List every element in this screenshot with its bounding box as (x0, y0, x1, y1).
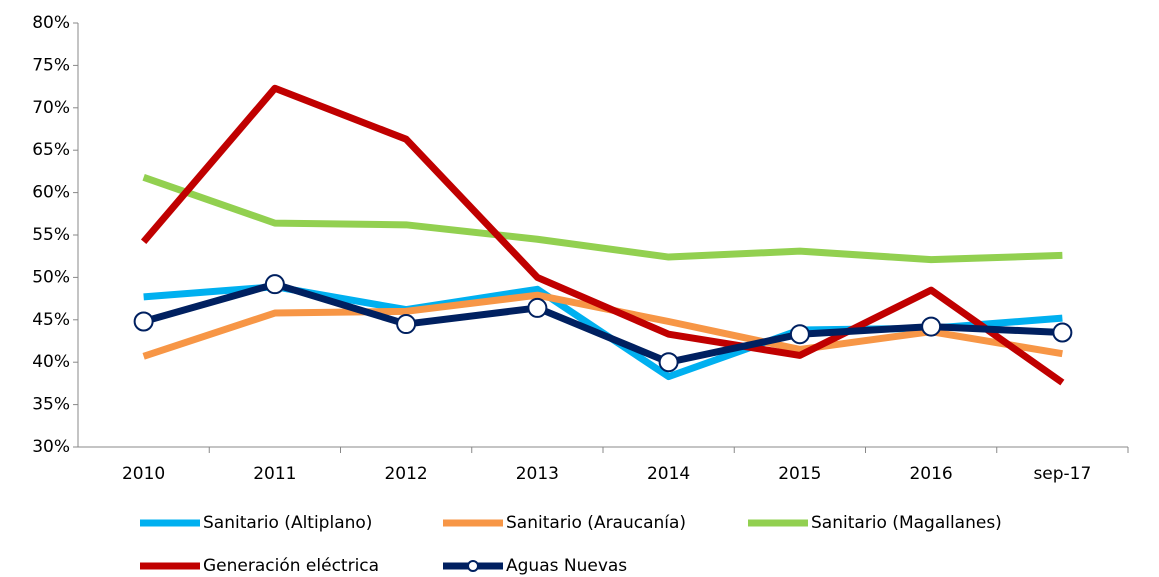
x-tick-label: 2011 (253, 464, 296, 484)
y-tick-label: 70% (32, 98, 70, 118)
y-tick-label: 35% (32, 395, 70, 415)
x-tick-label: 2014 (647, 464, 690, 484)
y-tick-label: 40% (32, 352, 70, 372)
point-marker (396, 314, 417, 335)
y-tick-label: 50% (32, 267, 70, 287)
point-marker (264, 274, 285, 295)
y-tick-label: 55% (32, 225, 70, 245)
legend-marker (467, 560, 479, 572)
x-tick-label: sep-17 (1033, 464, 1091, 484)
point-marker (1052, 322, 1073, 343)
y-tick-label: 60% (32, 183, 70, 203)
y-tick-label: 45% (32, 310, 70, 330)
point-marker (133, 311, 154, 332)
x-tick-label: 2016 (909, 464, 952, 484)
point-marker (921, 316, 942, 337)
y-tick-label: 65% (32, 140, 70, 160)
legend-label: Sanitario (Altiplano) (203, 513, 372, 533)
legend-label: Generación eléctrica (203, 556, 379, 576)
y-tick-label: 75% (32, 55, 70, 75)
point-marker (658, 352, 679, 373)
x-tick-label: 2012 (384, 464, 427, 484)
x-tick-label: 2013 (516, 464, 559, 484)
y-tick-label: 80% (32, 13, 70, 33)
legend-label: Aguas Nuevas (506, 556, 627, 576)
point-marker (527, 297, 548, 318)
x-tick-label: 2015 (778, 464, 821, 484)
series-line (142, 174, 1063, 264)
y-tick-label: 30% (32, 437, 70, 457)
point-marker (789, 324, 810, 345)
legend-label: Sanitario (Magallanes) (811, 513, 1002, 533)
x-tick-label: 2010 (122, 464, 165, 484)
series-line (140, 84, 1065, 386)
legend-label: Sanitario (Araucanía) (506, 513, 686, 533)
series-line (142, 280, 1063, 366)
